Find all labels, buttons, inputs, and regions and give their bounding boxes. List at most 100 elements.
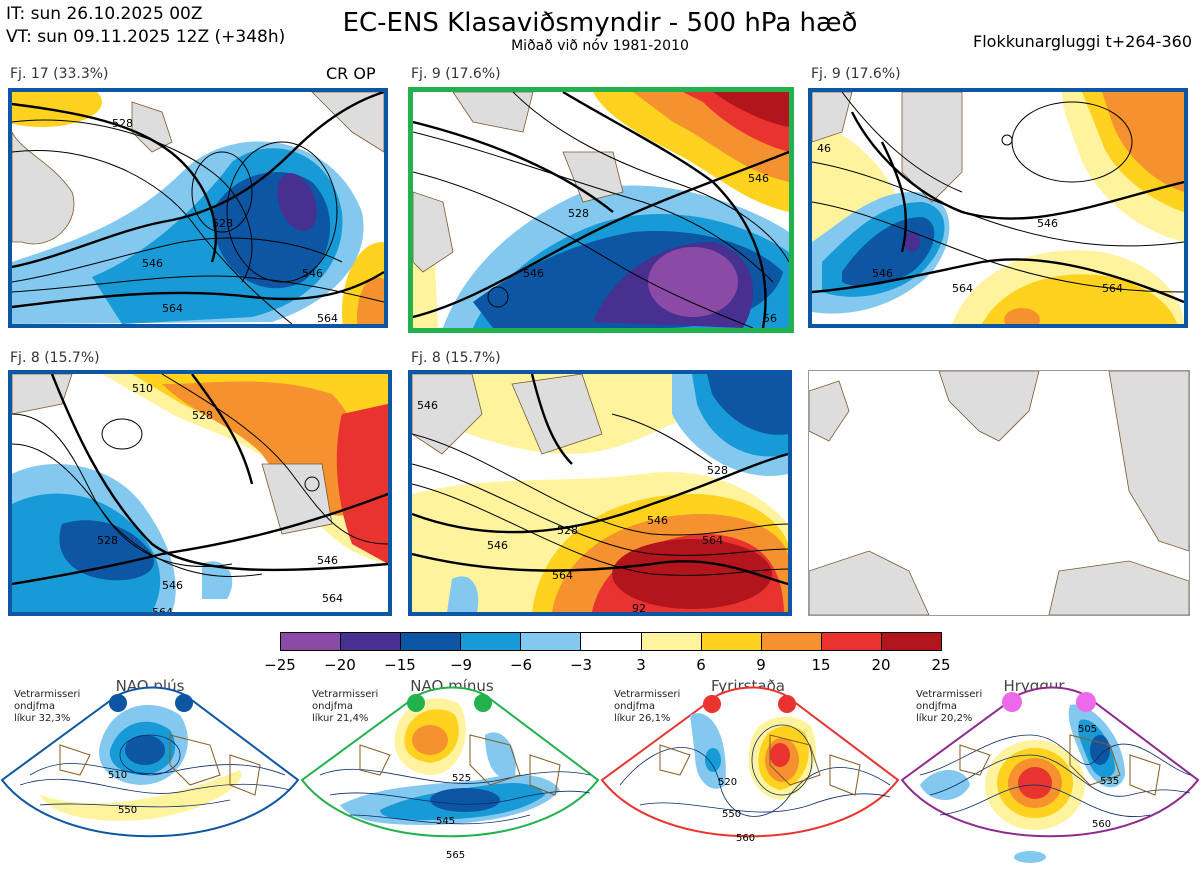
svg-text:528: 528	[568, 207, 589, 220]
cluster-map-3[interactable]: 546 546 564 564 92 46	[808, 88, 1188, 328]
note-line: ondjfma	[312, 701, 353, 712]
colorbar	[280, 632, 942, 651]
colorbar-tick: −9	[449, 656, 473, 674]
regime-contour-label: 565	[446, 850, 465, 861]
svg-text:564: 564	[952, 282, 973, 295]
svg-text:528: 528	[192, 409, 213, 422]
colorbar-tick: 3	[636, 656, 646, 674]
colorbar-swatch	[521, 633, 582, 650]
note-line: líkur 32,3%	[14, 713, 71, 724]
cluster-map-4[interactable]: 510 528 528 546 546 564 564	[8, 370, 392, 616]
note-line: Vetrarmisseri	[916, 689, 983, 700]
svg-text:564: 564	[322, 592, 343, 605]
regime-note: Vetrarmisseri ondjfma líkur 20,2%	[916, 689, 982, 725]
panel-1-label: Fj. 17 (33.3%)	[10, 66, 109, 82]
page-title: EC-ENS Klasaviðsmyndir - 500 hPa hæð	[342, 8, 858, 38]
svg-text:546: 546	[317, 554, 338, 567]
svg-text:546: 546	[417, 399, 438, 412]
regime-contour-label: 545	[436, 816, 455, 827]
svg-text:92: 92	[632, 602, 646, 612]
colorbar-tick: 6	[696, 656, 706, 674]
svg-text:546: 546	[647, 514, 668, 527]
svg-text:546: 546	[523, 267, 544, 280]
colorbar-tick: 20	[871, 656, 891, 674]
classification-window: Flokkunargluggi t+264-360	[973, 32, 1192, 51]
valid-time: VT: sun 09.11.2025 12Z (+348h)	[6, 27, 286, 47]
note-line: ondjfma	[916, 701, 957, 712]
colorbar-swatch	[821, 633, 882, 650]
cluster-map-2[interactable]: 528 546 546 56	[408, 87, 794, 333]
svg-text:56: 56	[763, 312, 777, 325]
svg-text:564: 564	[162, 302, 183, 315]
note-line: líkur 21,4%	[312, 713, 369, 724]
svg-text:510: 510	[132, 382, 153, 395]
colorbar-swatch	[341, 633, 402, 650]
panel-4-label: Fj. 8 (15.7%)	[10, 350, 100, 366]
colorbar-tick: 15	[811, 656, 831, 674]
svg-text:564: 564	[552, 569, 573, 582]
svg-text:546: 546	[302, 267, 323, 280]
colorbar-swatch	[641, 633, 702, 650]
colorbar-swatch	[401, 633, 462, 650]
regime-contour-label: 520	[718, 777, 737, 788]
cluster-map-5[interactable]: 546 528 546 546 564 564 92 528	[408, 370, 792, 616]
regime-contour-label: 505	[1078, 724, 1097, 735]
panel-2-label: Fj. 9 (17.6%)	[411, 66, 501, 82]
svg-text:546: 546	[748, 172, 769, 185]
initial-time: IT: sun 26.10.2025 00Z	[6, 4, 203, 24]
svg-text:564: 564	[702, 534, 723, 547]
regime-nao-plus[interactable]: Vetrarmisseri ondjfma líkur 32,3% NAO pl…	[0, 675, 300, 871]
header-dates: IT: sun 26.10.2025 00Z VT: sun 09.11.202…	[6, 3, 285, 49]
regime-contour-label: 535	[1100, 776, 1119, 787]
svg-text:564: 564	[1102, 282, 1123, 295]
note-line: Vetrarmisseri	[312, 689, 379, 700]
note-line: líkur 20,2%	[916, 713, 973, 724]
colorbar-swatch	[461, 633, 522, 650]
colorbar-swatch	[761, 633, 822, 650]
colorbar-tick: 25	[931, 656, 951, 674]
note-line: líkur 26,1%	[614, 713, 671, 724]
regime-note: Vetrarmisseri ondjfma líkur 26,1%	[614, 689, 680, 725]
regime-contour-label: 550	[118, 805, 137, 816]
regime-contour-label: 525	[452, 773, 471, 784]
regime-contour-label: 560	[1092, 819, 1111, 830]
colorbar-swatch	[881, 633, 942, 650]
regime-contour-label: 550	[722, 809, 741, 820]
svg-text:546: 546	[162, 579, 183, 592]
regime-nao-minus[interactable]: Vetrarmisseri ondjfma líkur 21,4% NAO mí…	[300, 675, 600, 871]
colorbar-tick: −15	[384, 656, 416, 674]
svg-text:92: 92	[962, 322, 976, 324]
colorbar-swatch	[701, 633, 762, 650]
regime-contour-label: 560	[736, 833, 755, 844]
svg-text:564: 564	[152, 606, 173, 612]
svg-text:546: 546	[142, 257, 163, 270]
colorbar-swatch	[281, 633, 342, 650]
regime-hryggur[interactable]: Vetrarmisseri ondjfma líkur 20,2% Hryggu…	[900, 675, 1200, 871]
panel-3-label: Fj. 9 (17.6%)	[811, 66, 901, 82]
page-subtitle: Miðað við nóv 1981-2010	[511, 38, 689, 54]
note-line: Vetrarmisseri	[14, 689, 81, 700]
svg-text:564: 564	[317, 312, 338, 324]
empty-map[interactable]	[808, 370, 1190, 616]
colorbar-swatch	[581, 633, 642, 650]
svg-text:546: 546	[487, 539, 508, 552]
regime-note: Vetrarmisseri ondjfma líkur 32,3%	[14, 689, 80, 725]
colorbar-tick: −6	[509, 656, 533, 674]
regime-note: Vetrarmisseri ondjfma líkur 21,4%	[312, 689, 378, 725]
svg-text:528: 528	[112, 117, 133, 130]
colorbar-tick: −25	[264, 656, 296, 674]
svg-text:528: 528	[707, 464, 728, 477]
svg-text:46: 46	[817, 142, 831, 155]
svg-text:528: 528	[557, 524, 578, 537]
colorbar-tick: 9	[756, 656, 766, 674]
regime-fyrirstada[interactable]: Vetrarmisseri ondjfma líkur 26,1% Fyrirs…	[600, 675, 900, 871]
regime-contour-label: 510	[108, 770, 127, 781]
svg-text:546: 546	[1037, 217, 1058, 230]
colorbar-tick: −20	[324, 656, 356, 674]
svg-text:528: 528	[212, 217, 233, 230]
svg-text:528: 528	[97, 534, 118, 547]
svg-text:546: 546	[872, 267, 893, 280]
panel-1-tag: CR OP	[326, 64, 376, 83]
panel-5-label: Fj. 8 (15.7%)	[411, 350, 501, 366]
cluster-map-1[interactable]: 528 528 546 546 564 564	[8, 88, 388, 328]
